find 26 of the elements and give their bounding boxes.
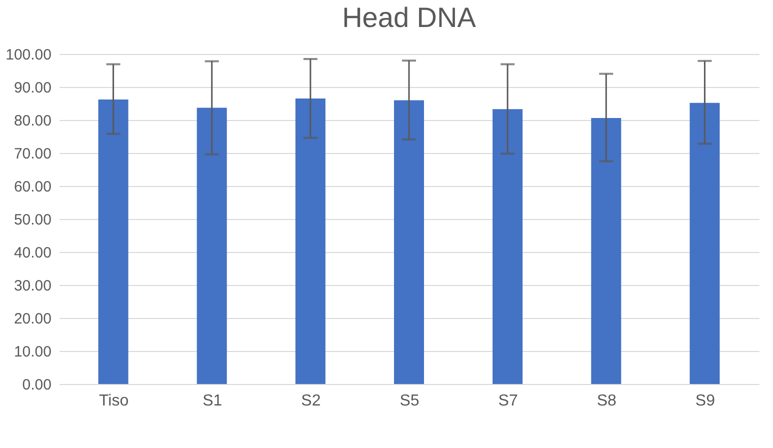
chart-title: Head DNA [342,2,476,33]
y-tick-label: 80.00 [14,112,52,130]
bar [98,100,128,384]
bar [394,100,424,384]
x-tick-label: S8 [596,392,617,410]
bar [295,98,326,384]
bar [492,109,523,384]
x-tick-label: S9 [695,392,716,410]
bar [591,118,622,384]
y-tick-label: 20.00 [14,310,52,328]
y-tick-label: 100.00 [6,46,52,64]
x-tick-label: S1 [202,392,222,410]
y-tick-label: 10.00 [14,344,52,360]
y-tick-label: 50.00 [14,212,52,228]
y-tick-label: 40.00 [14,244,52,262]
y-tick-label: 90.00 [14,80,52,96]
y-tick-label: 70.00 [14,146,52,162]
x-tick-label: S5 [400,392,420,410]
y-tick-label: 0.00 [22,376,52,394]
x-tick-label: Tiso [98,392,129,410]
y-tick-label: 60.00 [14,178,52,196]
x-tick-label: S2 [301,392,321,410]
x-tick-label: S7 [498,392,518,410]
bar [196,108,227,384]
bar [690,102,720,384]
y-tick-label: 30.00 [14,278,52,294]
